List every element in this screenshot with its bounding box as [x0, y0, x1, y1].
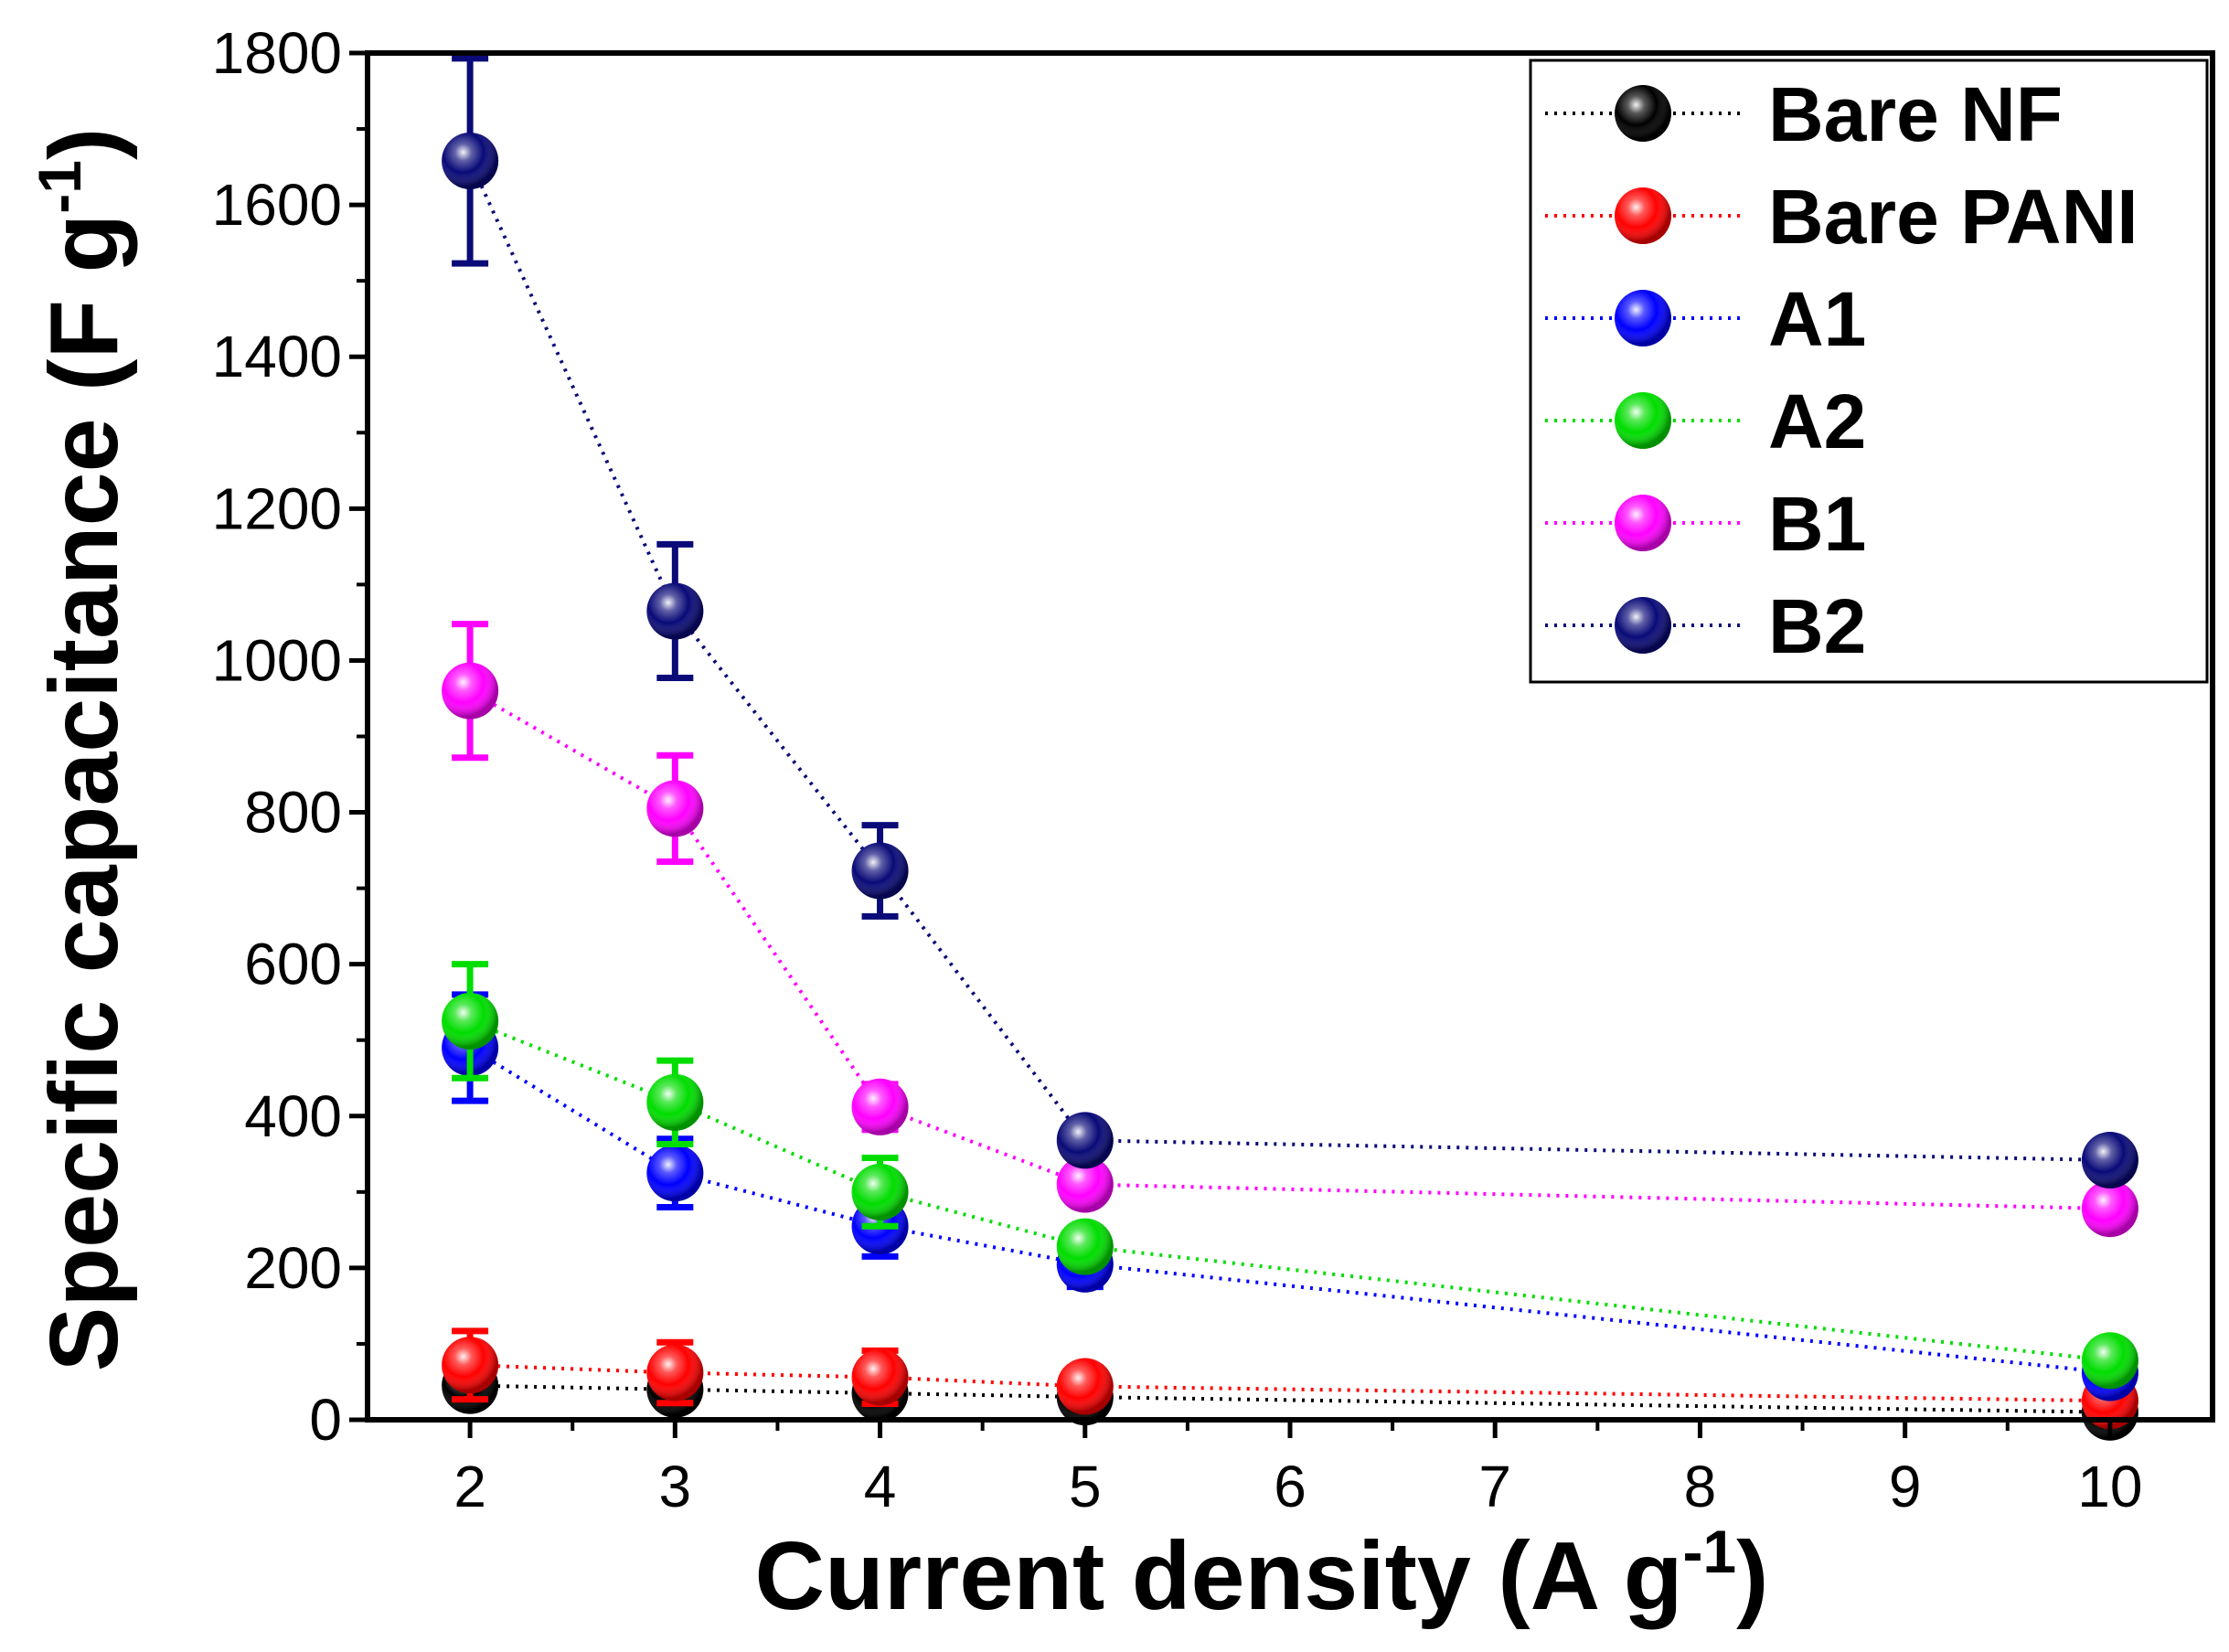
- series-line-a2: [469, 1019, 2111, 1363]
- x-tick-label: 3: [659, 1454, 692, 1519]
- series-a1: [442, 991, 2138, 1402]
- data-point-shine: [646, 582, 704, 640]
- series-b1: [442, 621, 2138, 1238]
- series-bare-pani: [442, 1327, 2138, 1430]
- legend-item-bare-nf: Bare NF: [1545, 71, 2063, 157]
- legend-label: Bare NF: [1768, 71, 2063, 157]
- legend-box: [1529, 59, 2209, 684]
- legend-marker-shine: [1615, 290, 1671, 346]
- data-point-shine: [646, 780, 704, 837]
- x-tick-label: 4: [864, 1454, 897, 1519]
- legend-marker-shine: [1615, 597, 1671, 654]
- legend-item-a1: A1: [1545, 276, 1866, 362]
- legend-item-b2: B2: [1545, 583, 1866, 669]
- x-tick-label: 8: [1684, 1454, 1717, 1519]
- y-tick-label: 1400: [212, 324, 342, 389]
- y-tick-label: 1000: [212, 627, 342, 693]
- data-point-shine: [851, 1163, 909, 1220]
- x-tick-label: 2: [453, 1454, 486, 1519]
- data-point-shine: [851, 1078, 909, 1135]
- legend-label: B2: [1768, 583, 1866, 669]
- data-point-shine: [2081, 1131, 2138, 1188]
- y-tick-label: 200: [244, 1235, 342, 1301]
- x-tick-label: 7: [1478, 1454, 1511, 1519]
- data-point-shine: [442, 132, 499, 189]
- legend-label: B1: [1768, 481, 1866, 567]
- data-point-shine: [646, 1073, 704, 1131]
- series-line-bare-pani: [470, 1363, 2110, 1403]
- x-tick-label: 5: [1069, 1454, 1102, 1519]
- series-line-b1: [469, 688, 2110, 1211]
- data-point-shine: [442, 992, 499, 1050]
- legend-item-a2: A2: [1545, 378, 1866, 464]
- data-point-shine: [2081, 1180, 2138, 1238]
- legend-marker-shine: [1615, 392, 1671, 449]
- legend-item-b1: B1: [1545, 481, 1866, 567]
- series-a2: [442, 961, 2138, 1390]
- legend-marker-shine: [1615, 85, 1671, 142]
- series-line-bare-nf: [470, 1383, 2110, 1414]
- data-point-shine: [1056, 1218, 1114, 1275]
- data-point-shine: [442, 1337, 499, 1394]
- data-point-shine: [1056, 1112, 1114, 1169]
- data-point-shine: [851, 842, 909, 900]
- series-line-a1: [469, 1046, 2111, 1375]
- y-tick-label: 1800: [212, 20, 342, 86]
- legend-marker-shine: [1615, 187, 1671, 244]
- legend-item-bare-pani: Bare PANI: [1545, 174, 2138, 260]
- data-point-shine: [851, 1348, 909, 1406]
- data-point-shine: [442, 662, 499, 719]
- y-axis-title: Specific capacitance (F g-1): [26, 128, 138, 1372]
- y-tick-label: 400: [244, 1083, 342, 1149]
- legend-label: A2: [1768, 378, 1866, 464]
- x-tick-label: 10: [2077, 1454, 2142, 1519]
- data-point-shine: [646, 1344, 704, 1402]
- x-tick-label: 9: [1889, 1454, 1922, 1519]
- y-tick-label: 800: [244, 780, 342, 846]
- y-tick-label: 600: [244, 932, 342, 997]
- y-tick-label: 1200: [212, 475, 342, 541]
- legend-label: A1: [1768, 276, 1866, 362]
- x-axis-title: Current density (A g-1): [755, 1518, 1769, 1630]
- data-point-shine: [1056, 1358, 1114, 1415]
- data-point-shine: [1056, 1156, 1114, 1213]
- x-tick-label: 6: [1274, 1454, 1306, 1519]
- data-point-shine: [2081, 1332, 2138, 1390]
- legend-label: Bare PANI: [1768, 174, 2138, 260]
- legend-marker-shine: [1615, 495, 1671, 551]
- data-point-shine: [646, 1145, 704, 1202]
- y-tick-label: 0: [309, 1387, 342, 1453]
- series-b2: [442, 55, 2138, 1188]
- y-tick-label: 1600: [212, 172, 342, 238]
- series-line-b2: [468, 160, 2110, 1162]
